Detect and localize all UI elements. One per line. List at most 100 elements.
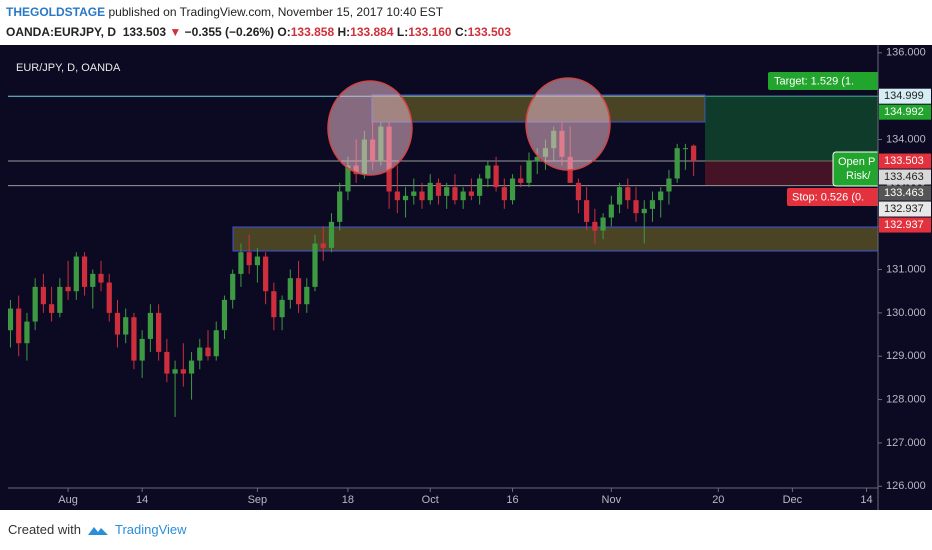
candle-body [460, 191, 466, 201]
x-tick-label: 20 [712, 494, 724, 506]
chart-title: EUR/JPY, D, OANDA [16, 62, 121, 74]
level-label: 132.937 [884, 203, 924, 215]
level-label: 134.992 [884, 106, 924, 118]
y-tick-label: 128.000 [886, 393, 926, 405]
candle-body [197, 347, 203, 361]
candle-body [295, 278, 302, 305]
candle-body [444, 187, 450, 196]
candle-body [246, 252, 252, 266]
ohlc-label: O: [277, 25, 291, 39]
candle-body [106, 282, 112, 313]
candle-body [98, 273, 104, 283]
level-tag [879, 217, 931, 233]
candle-body [73, 256, 79, 292]
ohlc-value: 133.858 [290, 25, 335, 39]
candle-body [271, 291, 277, 318]
candle-body [493, 165, 499, 188]
author[interactable]: THEGOLDSTAGE [6, 5, 106, 19]
position-box [832, 151, 878, 187]
y-tick-label: 136.000 [886, 47, 926, 59]
candle-body [518, 178, 524, 183]
candle-body [666, 178, 672, 192]
candle-body [131, 317, 137, 361]
candle-body [147, 312, 153, 339]
candle-body [526, 161, 532, 183]
ohlc-label: H: [337, 25, 351, 39]
x-tick-label: Aug [58, 494, 78, 506]
stop-box [787, 188, 878, 206]
logo [87, 526, 108, 535]
level-tag [879, 201, 931, 217]
candle-body [452, 187, 458, 201]
candle-body [156, 312, 162, 352]
support-zone [232, 226, 878, 252]
highlights: Target: 1.529 (1. Open P Risk/ Stop: 0.5… [327, 72, 878, 206]
candle-body [592, 221, 598, 231]
level-labels: 134.999 134.992 133.503 133.463 133.463 132.9… [879, 88, 931, 233]
candle-body [501, 187, 507, 201]
candle-body [345, 165, 351, 192]
ohlc-label: C: [454, 25, 468, 39]
y-tick-label: 131.000 [886, 263, 926, 275]
candle-body [534, 156, 540, 162]
candle-body [411, 191, 417, 196]
candle-body [427, 182, 433, 201]
candles [8, 122, 697, 417]
y-tick-label: 130.000 [886, 307, 926, 319]
level-label: 132.937 [884, 219, 924, 231]
open-text: Open P [838, 156, 875, 168]
candle-body [205, 347, 211, 357]
x-tick-label: 14 [860, 494, 872, 506]
ohlc-label: L: [396, 25, 409, 39]
level-label: 133.503 [884, 155, 924, 167]
candle-body [57, 286, 63, 313]
candle-body [608, 204, 614, 218]
change: −0.355 (−0.26%) [184, 25, 275, 39]
brand[interactable]: TradingView [114, 522, 187, 537]
candle-body [90, 273, 96, 287]
candle-body [65, 286, 71, 292]
header-line: THEGOLDSTAGE published on TradingView.co… [6, 5, 443, 19]
risk-text: Risk/ [846, 170, 871, 182]
x-tick-label: Sep [248, 494, 268, 506]
candle-body [320, 243, 326, 248]
candle-body [123, 317, 129, 335]
candle-body [40, 286, 46, 305]
candle-body [8, 308, 14, 331]
target-area [705, 96, 878, 161]
highlight-circle [327, 80, 413, 176]
level-tag [879, 104, 931, 120]
candle-body [337, 191, 343, 222]
footer: Created with TradingView [8, 522, 187, 537]
candle-body [180, 369, 186, 374]
level-label: 133.463 [884, 171, 924, 183]
drawings [232, 94, 878, 252]
candle-body [682, 148, 688, 150]
level-tag [879, 153, 931, 169]
candle-body [394, 191, 400, 201]
ohlc-value: 133.503 [467, 25, 512, 39]
ohlc-value: 133.160 [408, 25, 452, 39]
level-tag [879, 169, 931, 185]
y-tick-label: 129.000 [886, 350, 926, 362]
candle-body [312, 243, 318, 287]
candle-body [328, 221, 335, 248]
arrow: ▼ [169, 25, 182, 39]
level-label: 133.463 [884, 187, 924, 199]
candle-body [230, 273, 236, 300]
candle-body [287, 278, 293, 300]
candle-body [279, 299, 285, 318]
candle-body [616, 187, 623, 205]
candle-body [139, 338, 145, 361]
candle-body [81, 256, 88, 287]
candle-body [263, 256, 269, 292]
candle-body [509, 178, 516, 201]
candle-body [674, 148, 680, 179]
candle-body [238, 252, 244, 274]
candle-body [24, 321, 30, 344]
stop-text: Stop: 0.526 (0. [792, 191, 864, 203]
last-price: 133.503 [122, 25, 167, 39]
x-tick-label: Nov [602, 494, 622, 506]
